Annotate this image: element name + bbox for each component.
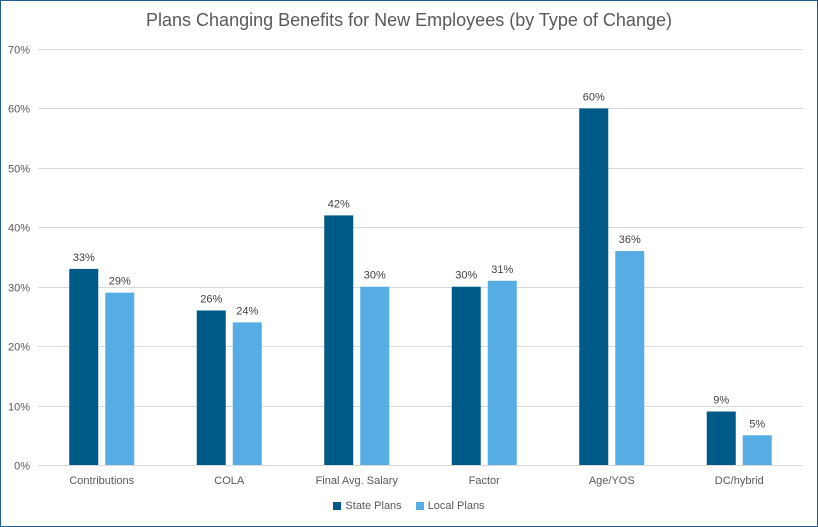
data-label: 30% — [455, 270, 477, 282]
data-label: 26% — [200, 293, 222, 305]
y-tick-label: 70% — [8, 45, 30, 57]
chart-title: Plans Changing Benefits for New Employee… — [146, 10, 672, 30]
data-label: 30% — [364, 270, 386, 282]
y-tick-label: 30% — [8, 283, 30, 295]
legend-item-local: Local Plans — [415, 500, 485, 512]
data-label: 42% — [328, 198, 350, 210]
legend-item-state: State Plans — [333, 500, 402, 512]
legend-label-state: State Plans — [345, 500, 402, 512]
legend: State Plans Local Plans — [0, 500, 818, 512]
data-label: 9% — [713, 395, 729, 407]
data-label: 24% — [236, 305, 258, 317]
x-tick-label: Age/YOS — [589, 475, 635, 487]
y-tick-label: 20% — [8, 342, 30, 354]
bar — [105, 292, 135, 465]
legend-label-local: Local Plans — [427, 500, 485, 512]
y-tick-label: 10% — [8, 402, 30, 414]
bar — [579, 108, 609, 465]
legend-swatch-local — [415, 502, 424, 510]
data-label: 31% — [491, 264, 513, 276]
y-tick-label: 60% — [8, 104, 30, 116]
data-label: 33% — [73, 252, 95, 264]
data-label: 60% — [583, 91, 605, 103]
y-tick-label: 0% — [14, 461, 30, 473]
bar — [742, 435, 772, 465]
x-tick-label: DC/hybrid — [715, 475, 764, 487]
x-tick-label: Factor — [469, 475, 501, 487]
y-tick-label: 40% — [8, 223, 30, 235]
x-tick-label: COLA — [214, 475, 245, 487]
y-tick-label: 50% — [8, 164, 30, 176]
bar — [360, 286, 390, 465]
bar — [232, 322, 262, 465]
bar — [196, 310, 226, 465]
data-label: 36% — [619, 234, 641, 246]
bar — [69, 268, 99, 465]
x-tick-label: Final Avg. Salary — [316, 475, 399, 487]
bar — [615, 251, 645, 465]
data-label: 5% — [749, 418, 765, 430]
legend-swatch-state — [333, 502, 342, 510]
data-label: 29% — [109, 276, 131, 288]
x-tick-label: Contributions — [69, 475, 134, 487]
bar — [451, 286, 481, 465]
bar — [706, 411, 736, 465]
bar — [487, 280, 517, 465]
bar — [324, 215, 354, 465]
